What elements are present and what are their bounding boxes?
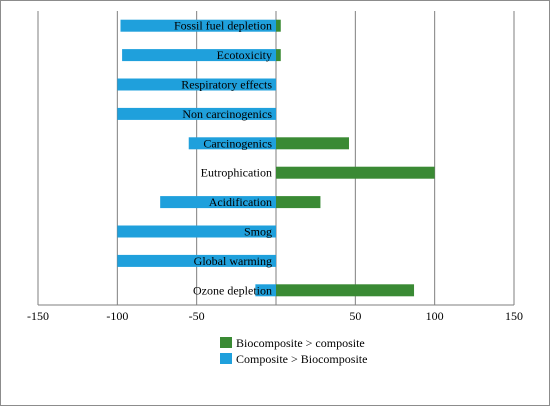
bar-carcinogenics-biocomposite <box>276 137 349 150</box>
bar-ecotoxicity-composite <box>122 49 277 62</box>
bar-eutrophication-biocomposite <box>276 166 435 179</box>
legend-label-biocomposite: Biocomposite > composite <box>236 336 365 350</box>
legend-label-composite: Composite > Biocomposite <box>236 352 367 366</box>
category-label-fossil-fuel-depletion: Fossil fuel depletion <box>174 19 272 33</box>
x-tick-label: -150 <box>27 309 49 323</box>
legend-swatch-biocomposite <box>220 337 232 348</box>
category-label-ozone-depletion: Ozone depletion <box>193 283 272 297</box>
x-tick-label: -100 <box>106 309 128 323</box>
bar-fossil-fuel-depletion-biocomposite <box>276 19 281 32</box>
bar-fossil-fuel-depletion-composite <box>120 19 276 32</box>
category-label-smog: Smog <box>244 225 272 239</box>
bar-smog-composite <box>117 225 276 238</box>
category-label-acidification: Acidification <box>209 195 272 209</box>
bar-ozone-depletion-biocomposite <box>276 284 415 297</box>
bar-global-warming-composite <box>117 254 276 267</box>
category-label-respiratory-effects: Respiratory effects <box>181 78 272 92</box>
category-label-eutrophication: Eutrophication <box>201 166 272 180</box>
bar-respiratory-effects-composite <box>117 78 276 91</box>
category-label-carcinogenics: Carcinogenics <box>203 136 272 150</box>
category-label-non-carcinogenics: Non carcinogenics <box>182 107 272 121</box>
bars <box>117 19 435 297</box>
bar-non-carcinogenics-composite <box>117 107 276 120</box>
bar-acidification-biocomposite <box>276 196 321 209</box>
legend-swatch-composite <box>220 353 232 364</box>
category-label-global-warming: Global warming <box>194 254 272 268</box>
x-tick-label: 150 <box>505 309 523 323</box>
x-tick-label: -50 <box>189 309 205 323</box>
bar-acidification-composite <box>160 196 276 209</box>
x-tick-label: 50 <box>349 309 361 323</box>
category-label-ecotoxicity: Ecotoxicity <box>217 48 272 62</box>
category-labels: Fossil fuel depletion Ecotoxicity Respirat… <box>174 19 272 298</box>
x-axis: -150 -100 -50 50 100 150 <box>27 304 523 323</box>
bar-ozone-depletion-composite <box>255 284 276 297</box>
x-tick-label: 100 <box>426 309 444 323</box>
bar-carcinogenics-composite <box>188 137 276 150</box>
bar-ecotoxicity-biocomposite <box>276 49 281 62</box>
legend: Biocomposite > composite Composite > Bioc… <box>220 336 367 366</box>
